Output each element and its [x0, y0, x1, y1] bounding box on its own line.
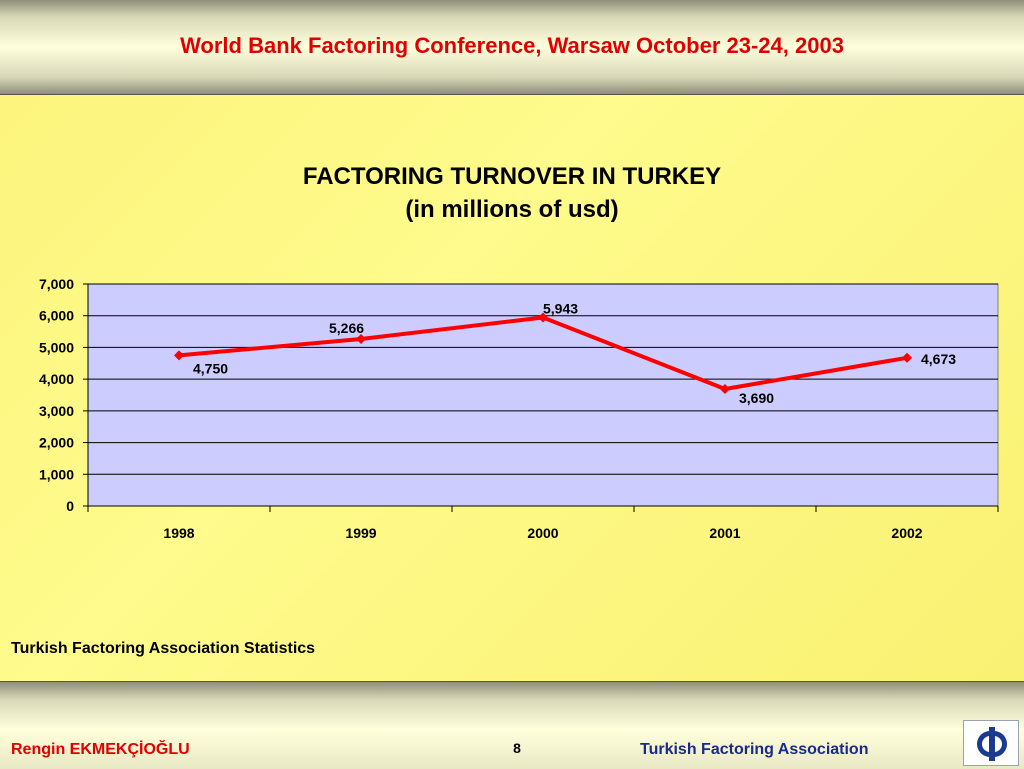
data-point-marker: [902, 352, 912, 363]
phi-logo-icon: [977, 727, 1007, 761]
x-tick-label: 2002: [891, 525, 922, 541]
chart-title-line-1: FACTORING TURNOVER IN TURKEY: [302, 163, 722, 190]
footer-author: Rengin EKMEKÇİOĞLU: [11, 741, 190, 758]
header-band: [0, 0, 1024, 95]
y-tick-label: 5,000: [39, 339, 74, 355]
chart-title-line-2: (in millions of usd): [405, 196, 619, 223]
association-logo: [963, 720, 1019, 766]
y-tick-label: 6,000: [39, 308, 74, 324]
y-tick-label: 4,000: [39, 371, 74, 387]
chart-title: FACTORING TURNOVER IN TURKEY (in million…: [0, 160, 1024, 226]
x-tick-label: 1999: [345, 525, 376, 541]
data-label: 4,673: [921, 351, 956, 367]
x-tick-label: 1998: [163, 525, 194, 541]
data-label: 4,750: [193, 360, 228, 376]
data-point-marker: [356, 333, 366, 344]
x-tick-label: 2001: [709, 525, 740, 541]
y-tick-label: 2,000: [39, 435, 74, 451]
page-number: 8: [513, 740, 521, 756]
data-label: 5,266: [329, 320, 364, 336]
data-label: 5,943: [543, 301, 578, 317]
y-tick-label: 0: [66, 498, 74, 514]
data-point-marker: [720, 383, 730, 394]
data-label: 3,690: [739, 390, 774, 406]
y-tick-label: 7,000: [39, 276, 74, 292]
source-note: Turkish Factoring Association Statistics: [11, 640, 316, 657]
y-tick-label: 1,000: [39, 466, 74, 482]
data-point-marker: [174, 350, 184, 361]
line-chart: 0 1,000 2,000 3,000 4,000 5,000 6,000 7,000 1998…: [39, 276, 999, 541]
footer-band: [0, 681, 1024, 769]
footer-organization: Turkish Factoring Association: [640, 741, 869, 758]
x-tick-label: 2000: [527, 525, 558, 541]
y-tick-label: 3,000: [39, 403, 74, 419]
slide-header-title: World Bank Factoring Conference, Warsaw …: [180, 33, 844, 58]
data-point-marker: [538, 312, 548, 323]
